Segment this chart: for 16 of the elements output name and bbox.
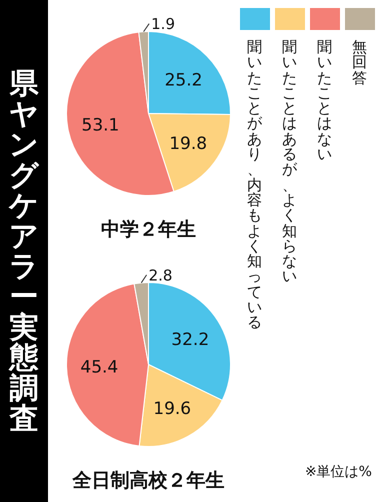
text: 全日制高校２年生 xyxy=(72,470,224,492)
legend-label: 聞いたことはない xyxy=(317,38,332,164)
legend-label: 無回答 xyxy=(352,38,367,87)
chart-title: 県ヤングケアラー実態調査 xyxy=(9,66,39,436)
data-label: 45.4 xyxy=(80,358,118,378)
category-label: 聞いたことがあり、内容もよく知っている xyxy=(247,38,262,332)
text: 中学２年生 xyxy=(101,218,196,240)
data-label: 32.2 xyxy=(171,330,210,350)
data-label: 19.6 xyxy=(153,399,192,420)
data-label: 19.8 xyxy=(169,134,208,154)
data-label: 25.2 xyxy=(164,70,202,90)
data-label: 53.1 xyxy=(82,116,120,136)
text: ※単位は% xyxy=(304,463,373,482)
category-label: 聞いたことはあるが、よく知らない xyxy=(282,38,297,286)
data-label: 1.9 xyxy=(151,15,175,34)
data-label: 2.8 xyxy=(148,266,172,284)
